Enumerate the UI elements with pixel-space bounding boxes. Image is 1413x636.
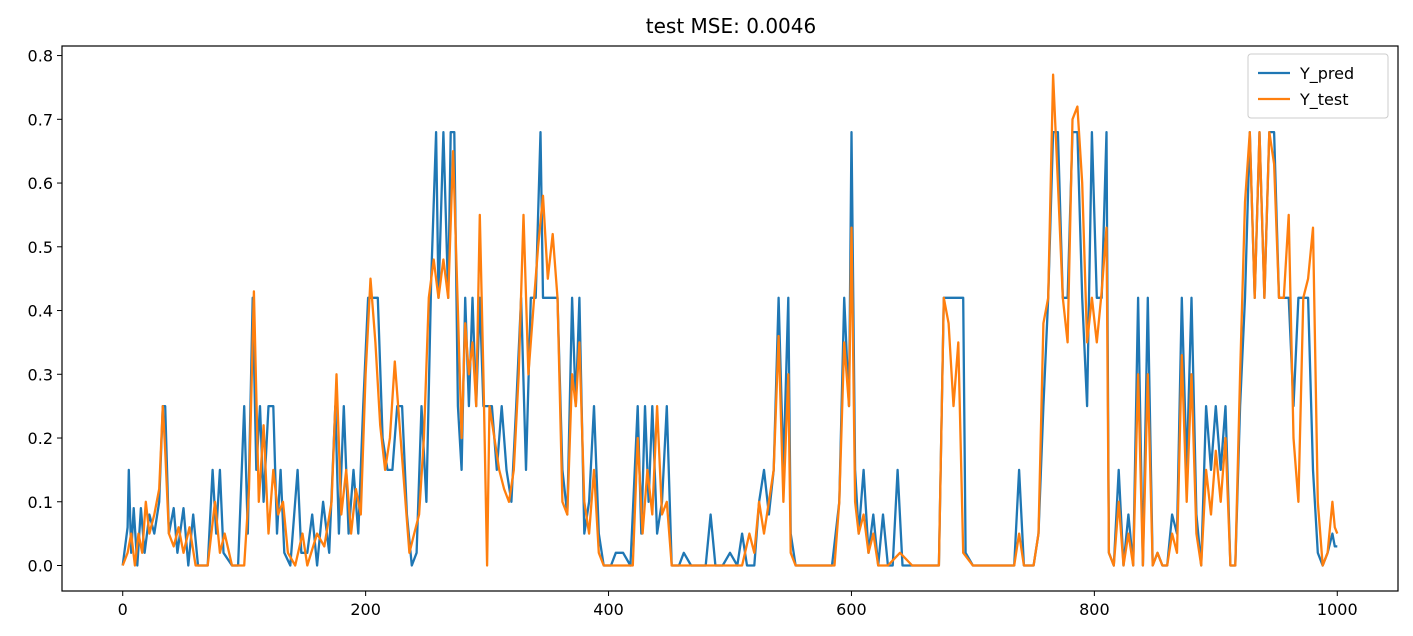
- legend-label-y-test: Y_test: [1299, 90, 1349, 110]
- y-tick-label: 0.8: [28, 47, 53, 66]
- y-tick-label: 0.3: [28, 365, 53, 384]
- series-line-y-test: [121, 73, 1339, 567]
- y-tick-label: 0.1: [28, 493, 53, 512]
- y-tick-label: 0.2: [28, 429, 53, 448]
- x-tick-label: 800: [1079, 600, 1110, 619]
- series-layer: [121, 73, 1339, 567]
- y-tick-label: 0.5: [28, 238, 53, 257]
- x-tick-label: 200: [350, 600, 381, 619]
- x-tick-label: 600: [836, 600, 867, 619]
- y-axis: 0.0 0.1 0.2 0.3 0.4 0.5 0.6 0.7 0.8: [28, 47, 62, 576]
- x-tick-label: 400: [593, 600, 624, 619]
- y-tick-label: 0.7: [28, 110, 53, 129]
- chart-title: test MSE: 0.0046: [646, 14, 816, 38]
- x-tick-label: 0: [118, 600, 128, 619]
- y-tick-label: 0.0: [28, 557, 53, 576]
- plot-frame: [61, 45, 1399, 592]
- x-tick-label: 1000: [1317, 600, 1358, 619]
- legend-box: [1247, 53, 1389, 119]
- x-axis: 0 200 400 600 800 1000: [118, 591, 1358, 619]
- y-tick-label: 0.4: [28, 302, 53, 321]
- y-tick-label: 0.6: [28, 174, 53, 193]
- legend-label-y-pred: Y_pred: [1299, 64, 1354, 84]
- legend: Y_pred Y_test: [1247, 53, 1389, 119]
